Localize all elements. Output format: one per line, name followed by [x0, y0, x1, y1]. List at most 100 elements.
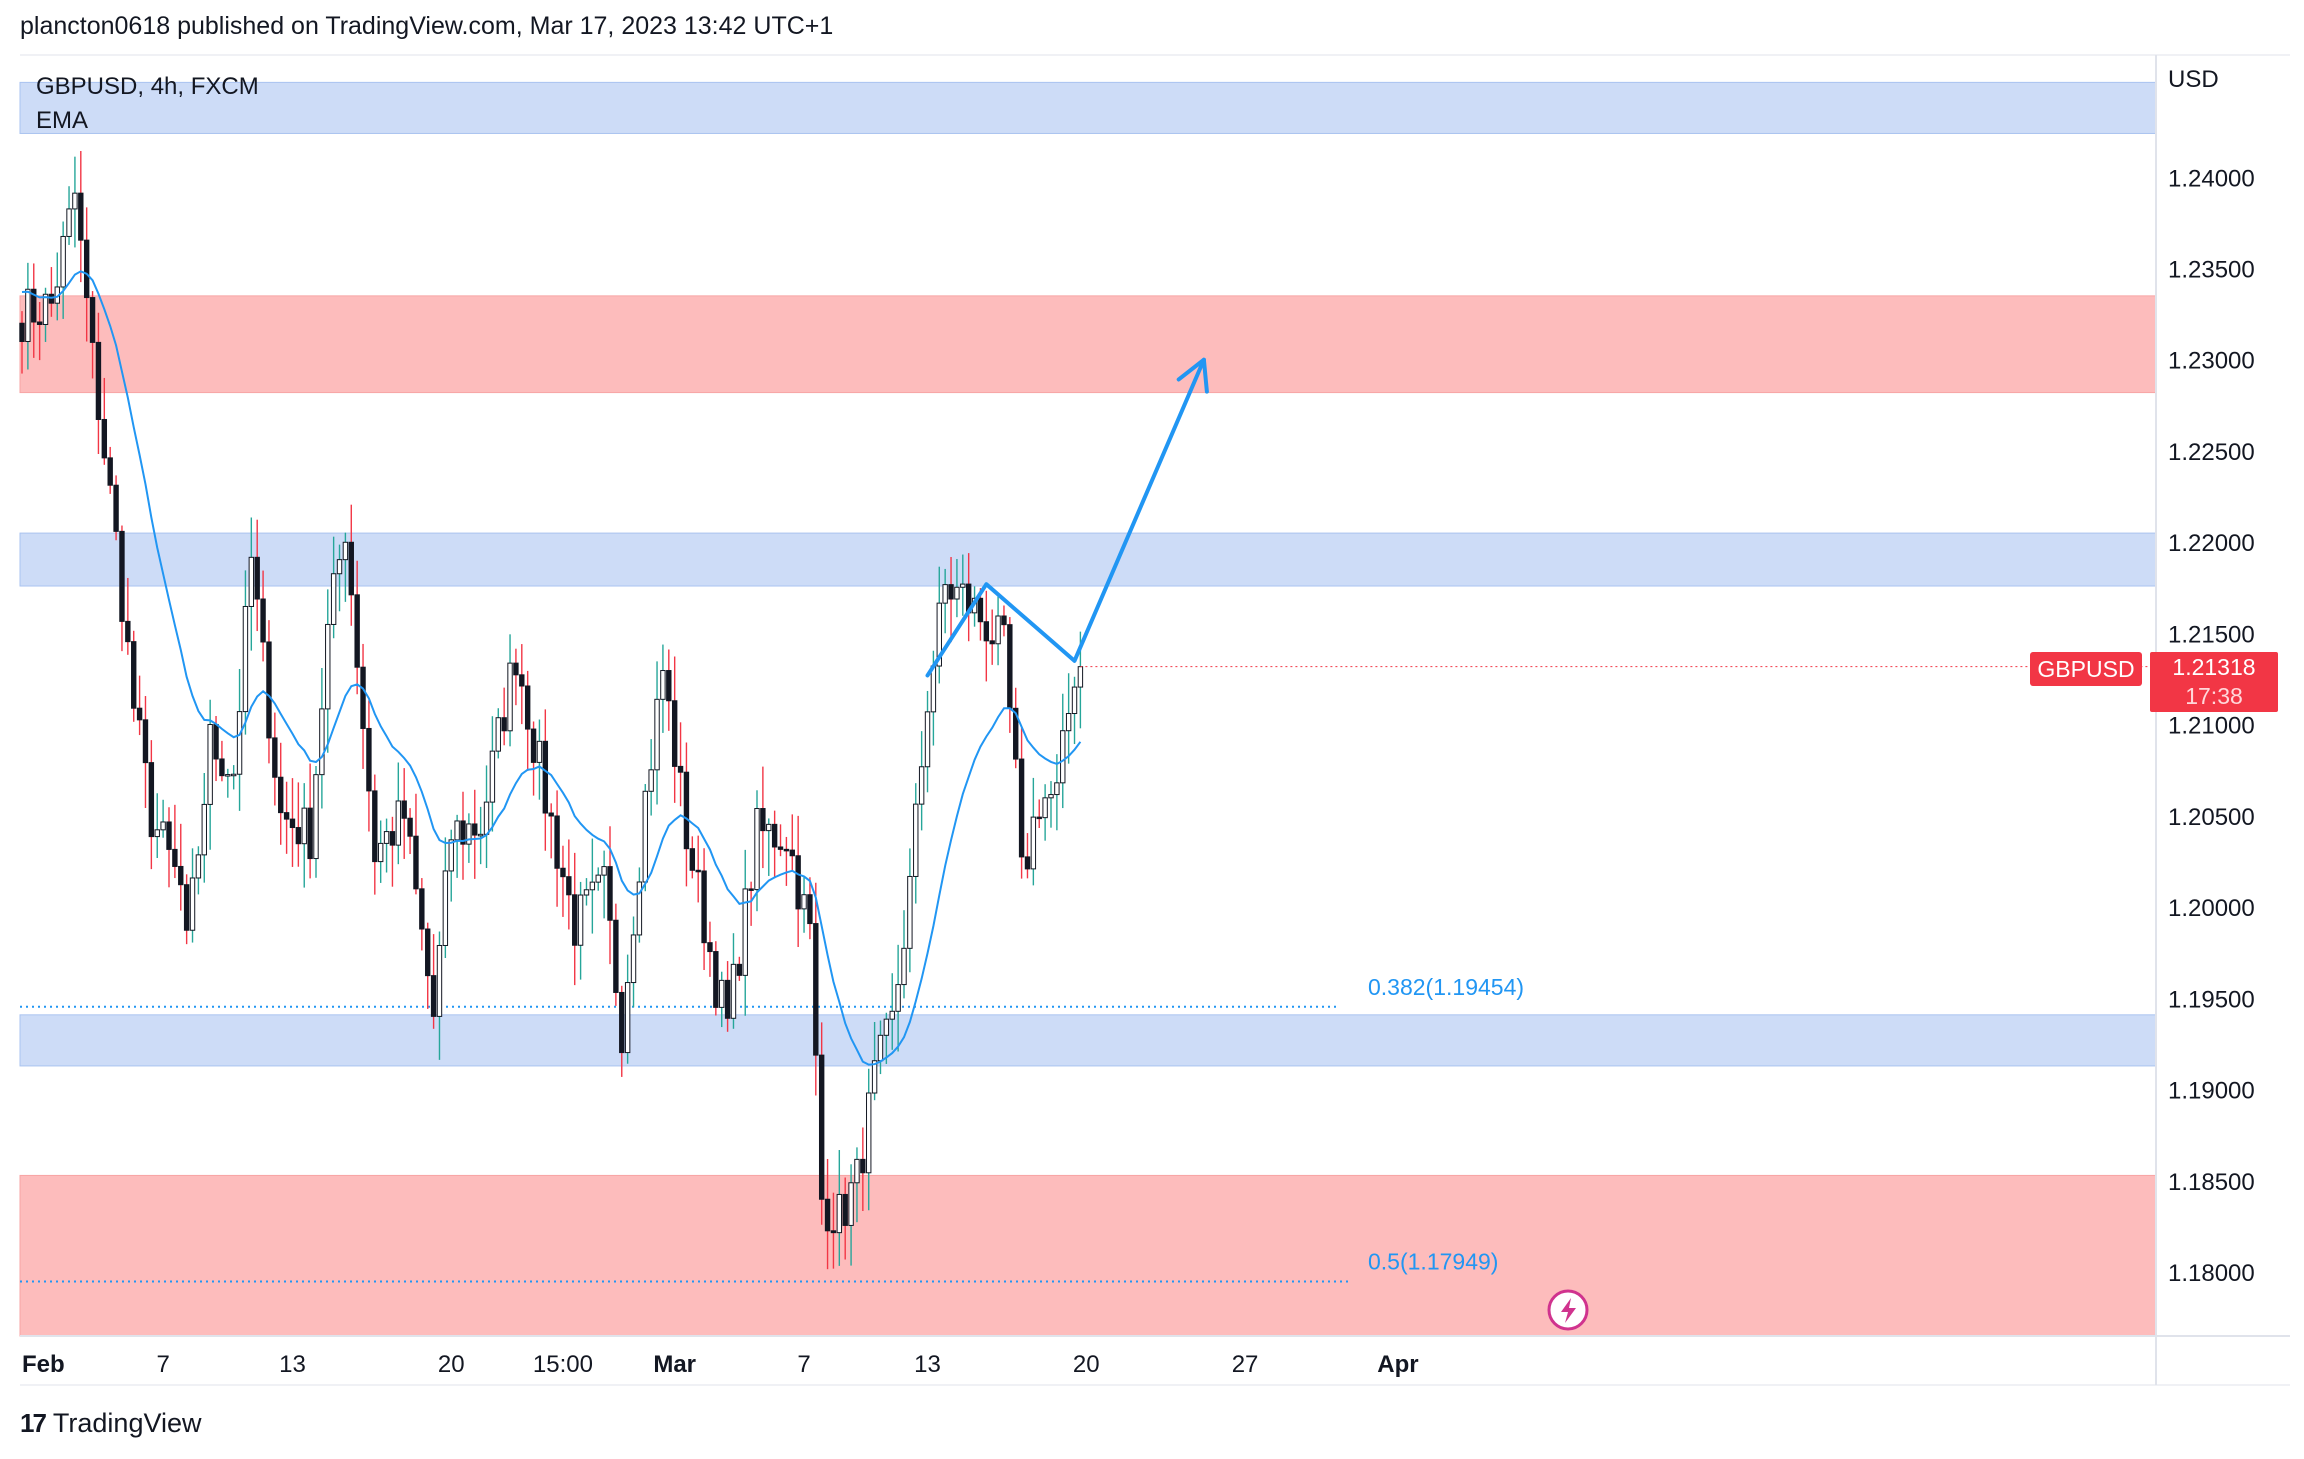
candle[interactable] — [983, 590, 990, 682]
candle[interactable] — [1060, 693, 1066, 809]
candle[interactable] — [66, 186, 72, 245]
candle[interactable] — [736, 956, 743, 981]
candle[interactable] — [72, 156, 78, 248]
candle[interactable] — [572, 852, 578, 986]
candle[interactable] — [36, 301, 43, 361]
candle[interactable] — [419, 878, 425, 951]
candle[interactable] — [813, 882, 819, 1096]
candle[interactable] — [454, 814, 460, 878]
zone-demand-red[interactable] — [19, 1174, 2157, 1337]
candle[interactable] — [666, 649, 672, 731]
candle[interactable] — [472, 789, 478, 879]
candle[interactable] — [283, 781, 290, 854]
candle[interactable] — [918, 731, 925, 831]
ema-line[interactable] — [21, 270, 1082, 1066]
candle[interactable] — [924, 690, 931, 793]
candle[interactable] — [536, 719, 543, 800]
candle[interactable] — [489, 716, 496, 832]
candle[interactable] — [660, 644, 666, 733]
candle[interactable] — [425, 922, 431, 1009]
candle[interactable] — [1013, 687, 1019, 769]
candle[interactable] — [501, 687, 507, 746]
candle[interactable] — [89, 291, 96, 379]
candle[interactable] — [954, 558, 960, 618]
candle[interactable] — [336, 544, 343, 612]
candle[interactable] — [236, 669, 243, 811]
candle[interactable] — [119, 525, 125, 652]
candle[interactable] — [207, 699, 213, 850]
candle[interactable] — [730, 933, 737, 1029]
candle[interactable] — [201, 772, 207, 883]
candle[interactable] — [289, 778, 296, 867]
candle[interactable] — [1007, 617, 1013, 733]
candle[interactable] — [219, 740, 225, 782]
candle[interactable] — [372, 774, 378, 895]
candle[interactable] — [230, 765, 237, 790]
candle[interactable] — [642, 784, 648, 892]
candle[interactable] — [389, 816, 396, 887]
zone-resistance-blue[interactable] — [19, 532, 2157, 587]
candle[interactable] — [724, 961, 731, 1032]
candle[interactable] — [895, 944, 901, 1052]
candle[interactable] — [583, 878, 590, 906]
candle[interactable] — [1065, 673, 1072, 764]
candle[interactable] — [513, 648, 519, 706]
candle[interactable] — [595, 867, 601, 891]
candle[interactable] — [354, 560, 360, 695]
candle[interactable] — [883, 1012, 890, 1064]
candle[interactable] — [1036, 799, 1042, 829]
candle[interactable] — [95, 312, 102, 455]
candle[interactable] — [107, 446, 113, 494]
candle[interactable] — [189, 848, 196, 943]
candle[interactable] — [866, 1068, 872, 1211]
candle[interactable] — [477, 806, 484, 865]
candle[interactable] — [319, 667, 325, 809]
candle[interactable] — [401, 768, 407, 859]
candle[interactable] — [889, 973, 895, 1050]
candle[interactable] — [136, 675, 143, 736]
candle[interactable] — [742, 849, 748, 1016]
zone-resistance-blue[interactable] — [19, 81, 2157, 134]
candle[interactable] — [178, 823, 184, 911]
candle[interactable] — [377, 820, 384, 883]
candle[interactable] — [442, 837, 449, 958]
candle[interactable] — [78, 150, 84, 283]
zone-support-blue[interactable] — [19, 1014, 2157, 1067]
candle[interactable] — [942, 568, 948, 634]
candle[interactable] — [654, 661, 660, 805]
candle[interactable] — [766, 818, 772, 876]
candle[interactable] — [713, 941, 719, 1016]
candle[interactable] — [789, 814, 795, 872]
candle[interactable] — [295, 782, 302, 867]
candle[interactable] — [225, 768, 231, 798]
candle[interactable] — [160, 799, 166, 838]
candle[interactable] — [777, 824, 784, 857]
candle[interactable] — [601, 850, 607, 919]
candle[interactable] — [330, 536, 337, 639]
candle[interactable] — [313, 765, 319, 878]
candle[interactable] — [507, 634, 513, 747]
candle[interactable] — [936, 566, 942, 684]
candle[interactable] — [1024, 833, 1031, 879]
candle[interactable] — [1030, 777, 1037, 886]
tradingview-logo[interactable]: 17 TradingView — [20, 1408, 202, 1439]
candle[interactable] — [272, 712, 278, 806]
candle[interactable] — [260, 570, 266, 662]
candle[interactable] — [183, 874, 190, 945]
candle[interactable] — [195, 846, 202, 895]
candle[interactable] — [548, 803, 554, 859]
candle[interactable] — [589, 838, 596, 934]
candle[interactable] — [1001, 605, 1007, 637]
candle[interactable] — [148, 740, 155, 870]
candle[interactable] — [677, 722, 684, 807]
candle[interactable] — [430, 934, 437, 1029]
zone-supply-red[interactable] — [19, 295, 2157, 394]
candle[interactable] — [1071, 676, 1078, 745]
candle[interactable] — [48, 267, 55, 317]
candle[interactable] — [1018, 728, 1025, 879]
candle[interactable] — [771, 810, 778, 879]
lightning-icon[interactable] — [1547, 1289, 1589, 1331]
candle[interactable] — [848, 1164, 854, 1266]
candle[interactable] — [648, 739, 654, 816]
